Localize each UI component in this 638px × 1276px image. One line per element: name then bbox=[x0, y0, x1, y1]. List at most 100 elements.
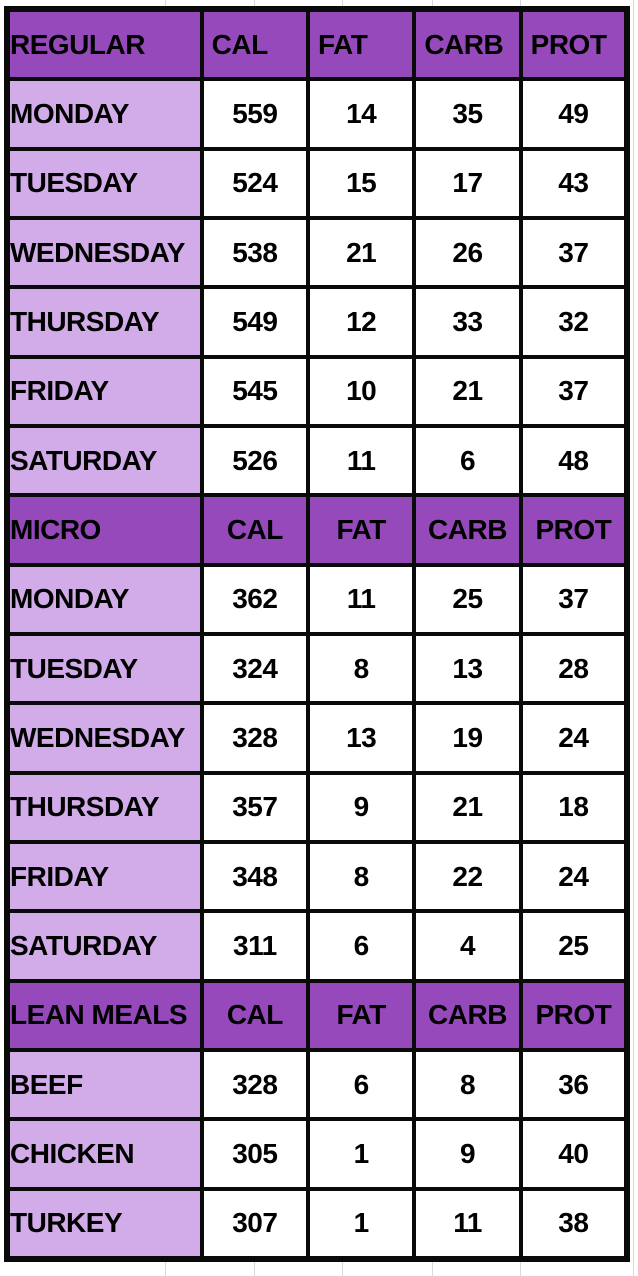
value-cell: 49 bbox=[518, 77, 630, 151]
row-label-cell: SATURDAY bbox=[5, 909, 204, 983]
row-label-cell: WEDNESDAY bbox=[5, 215, 204, 290]
value-cell: 21 bbox=[412, 770, 523, 844]
value-cell: 357 bbox=[199, 770, 311, 844]
value-cell: 311 bbox=[199, 909, 311, 983]
value-cell: 36 bbox=[518, 1047, 630, 1122]
value-cell: 24 bbox=[518, 701, 630, 775]
value-cell: 307 bbox=[199, 1186, 311, 1262]
value-cell: 11 bbox=[412, 1186, 523, 1262]
value-cell: 9 bbox=[305, 770, 417, 844]
data-row: THURSDAY 357 9 21 18 bbox=[5, 770, 630, 844]
value-cell: 24 bbox=[518, 839, 630, 914]
column-header-fat: FAT bbox=[305, 6, 417, 82]
value-cell: 549 bbox=[199, 285, 311, 359]
value-cell: 13 bbox=[305, 701, 417, 775]
data-row: THURSDAY 549 12 33 32 bbox=[5, 285, 630, 359]
column-header-carb: CARB bbox=[412, 6, 523, 82]
column-header-prot: PROT bbox=[518, 978, 630, 1052]
value-cell: 15 bbox=[305, 146, 417, 220]
value-cell: 538 bbox=[199, 215, 311, 290]
value-cell: 26 bbox=[412, 215, 523, 290]
data-row: TUESDAY 524 15 17 43 bbox=[5, 146, 630, 220]
value-cell: 43 bbox=[518, 146, 630, 220]
section-title: MICRO bbox=[5, 493, 204, 567]
value-cell: 11 bbox=[305, 562, 417, 636]
column-header-fat: FAT bbox=[305, 493, 417, 567]
data-row: TURKEY 307 1 11 38 bbox=[5, 1186, 630, 1262]
nutrition-macro-table: REGULAR CAL FAT CARB PROT MONDAY 559 14 35 49 TUES… bbox=[4, 6, 630, 1262]
row-label-cell: FRIDAY bbox=[5, 354, 204, 428]
value-cell: 37 bbox=[518, 562, 630, 636]
table-body: REGULAR CAL FAT CARB PROT MONDAY 559 14 35 49 TUES… bbox=[5, 6, 630, 1262]
value-cell: 10 bbox=[305, 354, 417, 428]
value-cell: 305 bbox=[199, 1117, 311, 1191]
section-title: LEAN MEALS bbox=[5, 978, 204, 1052]
value-cell: 40 bbox=[518, 1117, 630, 1191]
data-row: TUESDAY 324 8 13 28 bbox=[5, 631, 630, 706]
value-cell: 37 bbox=[518, 215, 630, 290]
value-cell: 6 bbox=[412, 423, 523, 498]
row-label-cell: TUESDAY bbox=[5, 631, 204, 706]
column-header-cal: CAL bbox=[199, 6, 311, 82]
data-row: MONDAY 559 14 35 49 bbox=[5, 77, 630, 151]
value-cell: 37 bbox=[518, 354, 630, 428]
value-cell: 11 bbox=[305, 423, 417, 498]
section-title: REGULAR bbox=[5, 6, 204, 82]
column-header-cal: CAL bbox=[199, 978, 311, 1052]
row-label-cell: THURSDAY bbox=[5, 770, 204, 844]
value-cell: 21 bbox=[412, 354, 523, 428]
section-header-row: LEAN MEALS CAL FAT CARB PROT bbox=[5, 978, 630, 1052]
data-row: WEDNESDAY 328 13 19 24 bbox=[5, 701, 630, 775]
value-cell: 6 bbox=[305, 909, 417, 983]
value-cell: 14 bbox=[305, 77, 417, 151]
row-label-cell: MONDAY bbox=[5, 562, 204, 636]
value-cell: 19 bbox=[412, 701, 523, 775]
value-cell: 1 bbox=[305, 1117, 417, 1191]
value-cell: 328 bbox=[199, 701, 311, 775]
value-cell: 32 bbox=[518, 285, 630, 359]
value-cell: 8 bbox=[305, 839, 417, 914]
value-cell: 22 bbox=[412, 839, 523, 914]
row-label-cell: WEDNESDAY bbox=[5, 701, 204, 775]
value-cell: 526 bbox=[199, 423, 311, 498]
row-label-cell: BEEF bbox=[5, 1047, 204, 1122]
value-cell: 28 bbox=[518, 631, 630, 706]
row-label-cell: TUESDAY bbox=[5, 146, 204, 220]
value-cell: 13 bbox=[412, 631, 523, 706]
value-cell: 328 bbox=[199, 1047, 311, 1122]
column-header-prot: PROT bbox=[518, 493, 630, 567]
value-cell: 12 bbox=[305, 285, 417, 359]
value-cell: 524 bbox=[199, 146, 311, 220]
row-label-cell: THURSDAY bbox=[5, 285, 204, 359]
value-cell: 324 bbox=[199, 631, 311, 706]
value-cell: 348 bbox=[199, 839, 311, 914]
value-cell: 21 bbox=[305, 215, 417, 290]
value-cell: 362 bbox=[199, 562, 311, 636]
data-row: BEEF 328 6 8 36 bbox=[5, 1047, 630, 1122]
value-cell: 25 bbox=[412, 562, 523, 636]
value-cell: 33 bbox=[412, 285, 523, 359]
data-row: FRIDAY 348 8 22 24 bbox=[5, 839, 630, 914]
row-label-cell: CHICKEN bbox=[5, 1117, 204, 1191]
value-cell: 38 bbox=[518, 1186, 630, 1262]
data-row: MONDAY 362 11 25 37 bbox=[5, 562, 630, 636]
data-row: FRIDAY 545 10 21 37 bbox=[5, 354, 630, 428]
value-cell: 8 bbox=[412, 1047, 523, 1122]
value-cell: 25 bbox=[518, 909, 630, 983]
column-header-fat: FAT bbox=[305, 978, 417, 1052]
data-row: CHICKEN 305 1 9 40 bbox=[5, 1117, 630, 1191]
row-label-cell: FRIDAY bbox=[5, 839, 204, 914]
column-header-carb: CARB bbox=[412, 493, 523, 567]
column-header-cal: CAL bbox=[199, 493, 311, 567]
column-header-prot: PROT bbox=[518, 6, 630, 82]
value-cell: 48 bbox=[518, 423, 630, 498]
value-cell: 6 bbox=[305, 1047, 417, 1122]
row-label-cell: SATURDAY bbox=[5, 423, 204, 498]
value-cell: 4 bbox=[412, 909, 523, 983]
data-row: SATURDAY 526 11 6 48 bbox=[5, 423, 630, 498]
column-header-carb: CARB bbox=[412, 978, 523, 1052]
value-cell: 18 bbox=[518, 770, 630, 844]
data-row: WEDNESDAY 538 21 26 37 bbox=[5, 215, 630, 290]
gridline bbox=[633, 0, 634, 1276]
value-cell: 9 bbox=[412, 1117, 523, 1191]
